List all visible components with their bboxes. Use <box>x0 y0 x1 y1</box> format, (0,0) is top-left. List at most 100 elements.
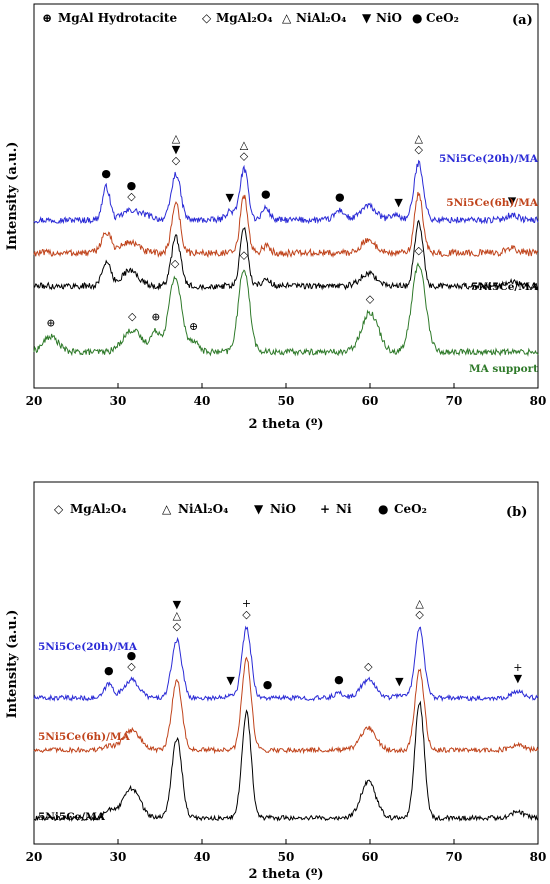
phase-marker: ● <box>104 664 114 677</box>
legend-symbol-ni-b: + <box>320 502 330 516</box>
phase-marker: △ <box>173 609 182 622</box>
legend-label-ni-b: Ni <box>336 502 352 516</box>
phase-marker: ● <box>263 678 273 691</box>
phase-marker: ● <box>127 649 137 662</box>
legend-label-nio-b: NiO <box>270 502 296 516</box>
legend-label-mgal2o4: MgAl₂O₄ <box>216 11 273 25</box>
phase-marker: ▼ <box>508 195 517 208</box>
phase-marker: ▼ <box>225 191 234 204</box>
series-labels-b: 5Ni5Ce(20h)/MA 5Ni5Ce(6h)/MA 5Ni5Ce/MA <box>38 641 138 823</box>
legend-label-nial2o4: NiAl₂O₄ <box>296 11 346 25</box>
phase-markers-b: ● ◇●◇△▼▼◇+● ●◇▼◇△▼+ <box>104 597 523 691</box>
phase-marker: ◇ <box>414 244 423 257</box>
series-group-a <box>33 159 539 357</box>
series-line-1 <box>33 159 539 225</box>
legend-symbol-nio-b: ▼ <box>254 502 264 516</box>
phase-marker: ◇ <box>366 292 375 305</box>
series-line-3 <box>33 219 539 291</box>
phase-marker: ◇ <box>242 608 251 621</box>
legend-symbol-nio: ▼ <box>362 11 372 25</box>
phase-marker: ◇ <box>127 190 136 203</box>
series-label-3: 5Ni5Ce/MA <box>38 811 106 823</box>
x-tick-label: 30 <box>110 394 127 408</box>
x-tick-label: 60 <box>362 394 379 408</box>
x-axis-label-a: 2 theta (º) <box>248 417 323 432</box>
phase-marker: ▼ <box>226 674 235 687</box>
legend-a: ⊕ MgAl Hydrotacite ◇ MgAl₂O₄ △ NiAl₂O₄ ▼… <box>42 11 459 25</box>
x-tick-label: 20 <box>26 850 43 864</box>
phase-marker: ▼ <box>514 672 523 685</box>
x-tick-label: 40 <box>194 850 211 864</box>
legend-label-nial2o4-b: NiAl₂O₄ <box>178 502 228 516</box>
x-tick-label: 30 <box>110 850 127 864</box>
x-tick-label: 50 <box>278 850 295 864</box>
phase-marker: ◇ <box>240 248 249 261</box>
y-axis-label-b: Intensity (a.u.) <box>5 610 20 719</box>
phase-marker: ● <box>261 188 271 201</box>
series-group-b <box>33 625 539 823</box>
phase-markers-a: ●◇●◇▼△▼◇△● ● ▼◇△▼⊕◇ ⊕◇⊕◇◇◇ <box>46 132 517 333</box>
x-tick-label: 80 <box>530 850 547 864</box>
series-label-2: 5Ni5Ce(6h)/MA <box>38 731 131 743</box>
legend-label-mgal2o4-b: MgAl₂O₄ <box>70 502 127 516</box>
series-line-4 <box>33 262 539 357</box>
phase-marker: ● <box>127 179 137 192</box>
phase-marker: + <box>242 597 251 610</box>
panel-b: (b) ◇ MgAl₂O₄ △ NiAl₂O₄ ▼ NiO + Ni ● CeO… <box>5 481 547 882</box>
phase-marker: ▼ <box>172 143 181 156</box>
phase-marker: ● <box>335 190 345 203</box>
legend-label-ceo2-b: CeO₂ <box>394 502 427 516</box>
panel-label-a: (a) <box>512 13 533 28</box>
phase-marker: ● <box>334 673 344 686</box>
series-line-1 <box>33 625 539 703</box>
phase-marker: ⊕ <box>46 317 55 330</box>
series-labels-a: 5Ni5Ce(20h)/MA 5Ni5Ce(6h)/MA 5Ni5Ce/MA MA s… <box>439 153 539 375</box>
x-axis-ticks-a: 20 30 40 50 60 70 80 <box>26 383 547 408</box>
phase-marker: ◇ <box>240 149 249 162</box>
phase-marker: ▼ <box>394 196 403 209</box>
phase-marker: ▼ <box>173 598 182 611</box>
phase-marker: ⊕ <box>151 311 160 324</box>
phase-marker: ◇ <box>415 608 424 621</box>
series-label-1: 5Ni5Ce(20h)/MA <box>439 153 539 165</box>
legend-symbol-hydrotalcite: ⊕ <box>42 11 52 25</box>
x-tick-label: 70 <box>446 394 463 408</box>
phase-marker: ● <box>101 167 111 180</box>
legend-symbol-nial2o4-b: △ <box>162 502 172 516</box>
phase-marker: △ <box>414 132 423 145</box>
series-label-4: MA support <box>469 363 538 375</box>
panel-a: (a) ⊕ MgAl Hydrotacite ◇ MgAl₂O₄ △ NiAl₂… <box>5 3 547 432</box>
x-tick-label: 50 <box>278 394 295 408</box>
phase-marker: ◇ <box>171 257 180 270</box>
x-tick-label: 60 <box>362 850 379 864</box>
legend-symbol-nial2o4: △ <box>282 11 292 25</box>
x-tick-label: 40 <box>194 394 211 408</box>
x-tick-label: 20 <box>26 394 43 408</box>
x-axis-ticks-b: 20 30 40 50 60 70 80 <box>26 839 547 864</box>
panel-label-b: (b) <box>506 505 527 520</box>
phase-marker: ◇ <box>414 143 423 156</box>
phase-marker: △ <box>415 597 424 610</box>
phase-marker: △ <box>240 138 249 151</box>
phase-marker: ◇ <box>364 660 373 673</box>
x-tick-label: 70 <box>446 850 463 864</box>
series-line-2 <box>33 191 539 259</box>
legend-label-nio: NiO <box>376 11 402 25</box>
phase-marker: ⊕ <box>189 320 198 333</box>
series-label-3: 5Ni5Ce/MA <box>471 281 539 293</box>
phase-marker: + <box>513 661 522 674</box>
x-tick-label: 80 <box>530 394 547 408</box>
legend-symbol-ceo2: ● <box>412 11 422 25</box>
series-line-2 <box>33 656 539 755</box>
legend-label-hydrotalcite: MgAl Hydrotacite <box>58 11 177 25</box>
series-label-2: 5Ni5Ce(6h)/MA <box>446 197 539 209</box>
y-axis-label-a: Intensity (a.u.) <box>5 142 20 251</box>
series-label-1: 5Ni5Ce(20h)/MA <box>38 641 138 653</box>
legend-symbol-ceo2-b: ● <box>378 502 388 516</box>
legend-symbol-mgal2o4: ◇ <box>202 11 212 25</box>
phase-marker: △ <box>172 132 181 145</box>
phase-marker: ◇ <box>172 154 181 167</box>
phase-marker: ◇ <box>128 310 137 323</box>
phase-marker: ▼ <box>395 675 404 688</box>
